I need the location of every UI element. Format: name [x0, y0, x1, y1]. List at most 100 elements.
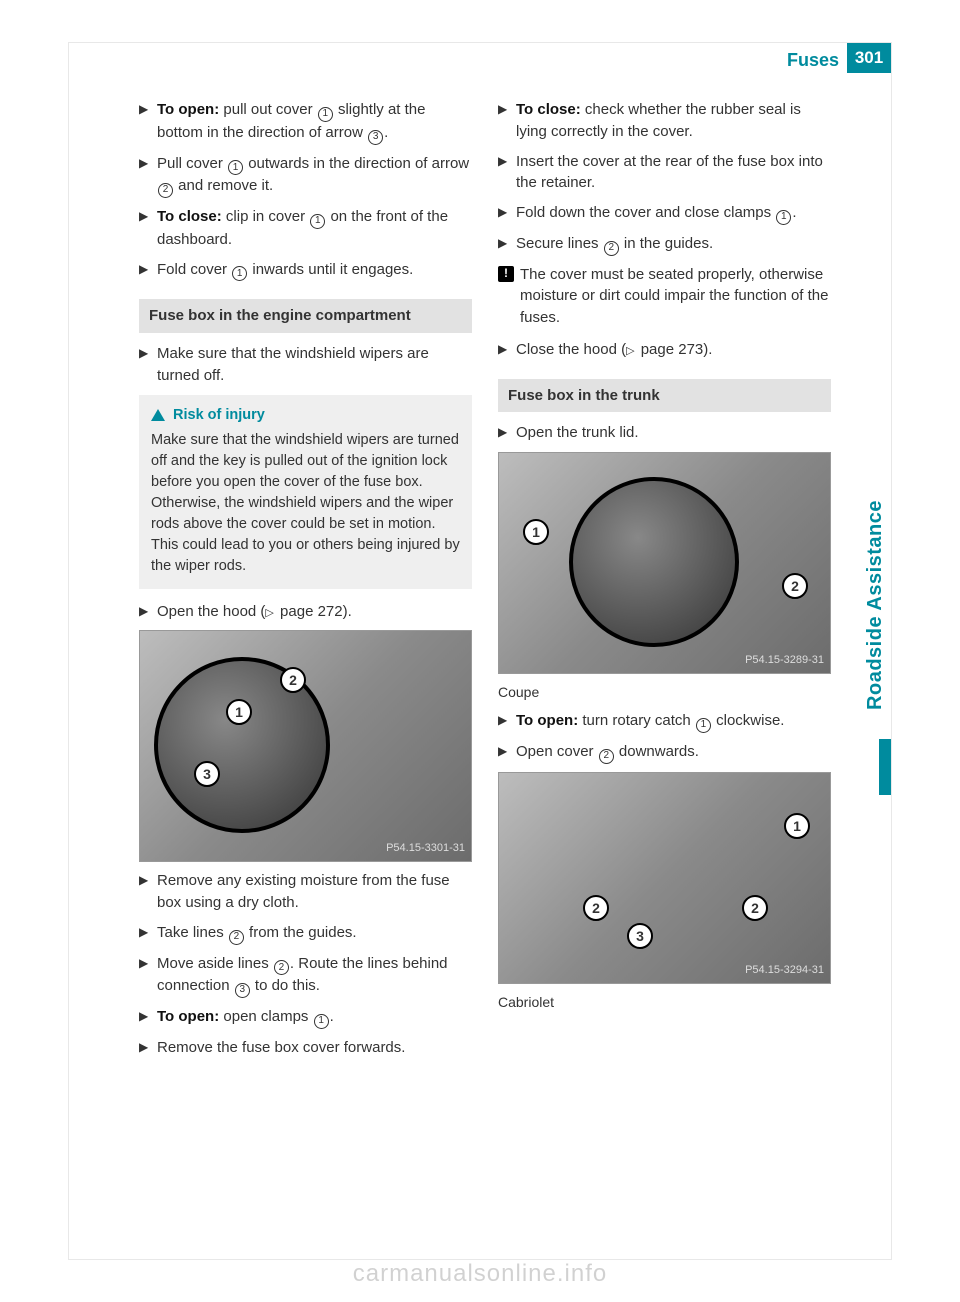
- callout-ref: 1: [310, 214, 325, 229]
- step: ▶ Open the trunk lid.: [498, 422, 831, 444]
- step-text: Open the trunk lid.: [516, 422, 831, 444]
- step-text: To open: open clamps 1.: [157, 1006, 472, 1029]
- step: ▶ To open: turn rotary catch 1 clockwise…: [498, 710, 831, 733]
- callout-ref: 1: [232, 266, 247, 281]
- step-text: Open the hood ( page 272).: [157, 601, 472, 623]
- figure-engine-fusebox: 1 2 3 P54.15-3301-31: [139, 630, 472, 862]
- step-arrow-icon: ▶: [139, 1006, 157, 1029]
- callout-ref: 1: [696, 718, 711, 733]
- callout-ref: 1: [776, 210, 791, 225]
- step-text: To open: turn rotary catch 1 clockwise.: [516, 710, 831, 733]
- step-text: Fold cover 1 inwards until it engages.: [157, 259, 472, 282]
- step: ▶ Remove the fuse box cover forwards.: [139, 1037, 472, 1059]
- step-arrow-icon: ▶: [139, 1037, 157, 1059]
- step: ▶ Open the hood ( page 272).: [139, 601, 472, 623]
- bold: To open:: [157, 101, 219, 118]
- step: ▶ Take lines 2 from the guides.: [139, 922, 472, 945]
- step: ▶ To close: check whether the rubber sea…: [498, 99, 831, 143]
- callout-ref: 3: [235, 983, 250, 998]
- info-text: The cover must be seated properly, other…: [520, 264, 831, 329]
- step-arrow-icon: ▶: [498, 151, 516, 195]
- step-text: Pull cover 1 outwards in the direction o…: [157, 153, 472, 199]
- callout-ref: 2: [229, 930, 244, 945]
- bold: To open:: [157, 1008, 219, 1025]
- figure-ref: P54.15-3301-31: [386, 841, 465, 857]
- step-text: Secure lines 2 in the guides.: [516, 233, 831, 256]
- warning-heading: Risk of injury: [151, 405, 460, 426]
- step-arrow-icon: ▶: [139, 206, 157, 251]
- page-ref-icon: [626, 341, 636, 358]
- step: ▶ Fold down the cover and close clamps 1…: [498, 202, 831, 225]
- callout-ref: 1: [228, 160, 243, 175]
- side-tab: Roadside Assistance: [861, 415, 891, 795]
- step-text: Remove the fuse box cover forwards.: [157, 1037, 472, 1059]
- side-tab-label: Roadside Assistance: [861, 500, 890, 710]
- step-text: Close the hood ( page 273).: [516, 339, 831, 361]
- step: ▶ Secure lines 2 in the guides.: [498, 233, 831, 256]
- step-arrow-icon: ▶: [139, 259, 157, 282]
- step-arrow-icon: ▶: [498, 339, 516, 361]
- callout-ref: 1: [318, 107, 333, 122]
- step: ▶ Remove any existing moisture from the …: [139, 870, 472, 914]
- side-tab-block: [879, 739, 891, 795]
- page-ref-icon: [265, 603, 275, 620]
- step-arrow-icon: ▶: [139, 601, 157, 623]
- figure-trunk-coupe: 1 2 P54.15-3289-31: [498, 452, 831, 674]
- step-text: To open: pull out cover 1 slightly at th…: [157, 99, 472, 145]
- step-arrow-icon: ▶: [498, 422, 516, 444]
- callout-ref: 2: [599, 749, 614, 764]
- step-text: Open cover 2 downwards.: [516, 741, 831, 764]
- step-arrow-icon: ▶: [498, 710, 516, 733]
- warning-triangle-icon: [151, 409, 165, 421]
- step-arrow-icon: ▶: [139, 922, 157, 945]
- step: ▶ Open cover 2 downwards.: [498, 741, 831, 764]
- content-columns: ▶ To open: pull out cover 1 slightly at …: [139, 99, 831, 1229]
- header-title: Fuses: [787, 43, 847, 73]
- step: ▶ Move aside lines 2. Route the lines be…: [139, 953, 472, 999]
- callout-ref: 2: [158, 183, 173, 198]
- step: ▶ Fold cover 1 inwards until it engages.: [139, 259, 472, 282]
- step-text: To close: check whether the rubber seal …: [516, 99, 831, 143]
- step-arrow-icon: ▶: [498, 233, 516, 256]
- figure-trunk-cabriolet: 1 2 2 3 P54.15-3294-31: [498, 772, 831, 984]
- step-text: Take lines 2 from the guides.: [157, 922, 472, 945]
- figure-callout-2b: 2: [742, 895, 768, 921]
- step: ▶ Make sure that the windshield wipers a…: [139, 343, 472, 387]
- callout-ref: 1: [314, 1014, 329, 1029]
- step-arrow-icon: ▶: [139, 870, 157, 914]
- figure-ref: P54.15-3294-31: [745, 963, 824, 979]
- figure-lens: [569, 477, 739, 647]
- step-text: Insert the cover at the rear of the fuse…: [516, 151, 831, 195]
- info-note: ! The cover must be seated properly, oth…: [498, 264, 831, 329]
- figure-ref: P54.15-3289-31: [745, 653, 824, 669]
- figure-callout-3: 3: [627, 923, 653, 949]
- step-text: Fold down the cover and close clamps 1.: [516, 202, 831, 225]
- step-text: Remove any existing moisture from the fu…: [157, 870, 472, 914]
- step: ▶ Close the hood ( page 273).: [498, 339, 831, 361]
- step-arrow-icon: ▶: [498, 99, 516, 143]
- header-bar: Fuses 301: [787, 43, 891, 73]
- warning-box: Risk of injury Make sure that the windsh…: [139, 395, 472, 589]
- section-heading: Fuse box in the trunk: [498, 379, 831, 413]
- figure-callout-2: 2: [782, 573, 808, 599]
- step-arrow-icon: ▶: [498, 202, 516, 225]
- step-text: To close: clip in cover 1 on the front o…: [157, 206, 472, 251]
- figure-caption: Coupe: [498, 682, 831, 702]
- figure-callout-1: 1: [523, 519, 549, 545]
- step-text: Make sure that the windshield wipers are…: [157, 343, 472, 387]
- figure-callout-2a: 2: [583, 895, 609, 921]
- info-mark-icon: !: [498, 266, 514, 282]
- bold: To close:: [157, 208, 222, 225]
- figure-caption: Cabriolet: [498, 992, 831, 1012]
- callout-ref: 2: [274, 960, 289, 975]
- callout-ref: 3: [368, 130, 383, 145]
- callout-ref: 2: [604, 241, 619, 256]
- step: ▶ To open: open clamps 1.: [139, 1006, 472, 1029]
- bold: To open:: [516, 712, 578, 729]
- section-heading: Fuse box in the engine compartment: [139, 299, 472, 333]
- step-arrow-icon: ▶: [139, 953, 157, 999]
- warning-title: Risk of injury: [173, 405, 265, 426]
- footer-watermark: carmanualsonline.info: [0, 1257, 960, 1292]
- page-number: 301: [847, 43, 891, 73]
- step: ▶ To close: clip in cover 1 on the front…: [139, 206, 472, 251]
